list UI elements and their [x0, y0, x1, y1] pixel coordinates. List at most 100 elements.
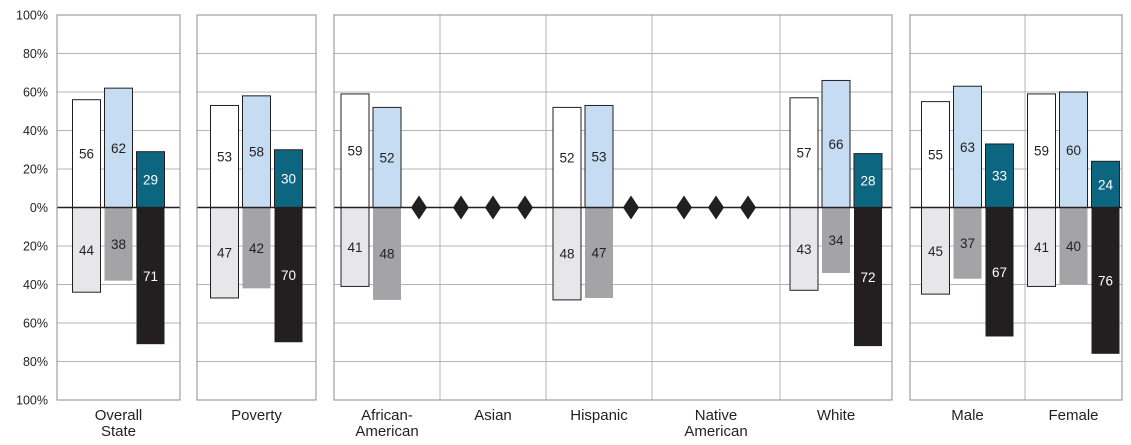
- y-tick-label: 60%: [23, 86, 48, 100]
- bar-positive: [136, 151, 165, 209]
- bar-negative: [274, 207, 303, 343]
- bar-negative: [373, 207, 401, 300]
- cat-male: 55 45 63 37 33 67: [921, 85, 1014, 337]
- cat-female: 59 41 60 40 24 76: [1027, 91, 1120, 354]
- bar-negative-label: 47: [217, 246, 232, 261]
- bar-negative-label: 37: [960, 236, 975, 251]
- bar-negative-label: 42: [249, 241, 264, 256]
- bar-negative-label: 40: [1066, 239, 1081, 254]
- x-category-label: Hispanic: [570, 407, 628, 424]
- bar-positive-label: 63: [960, 140, 975, 155]
- bar-negative-label: 71: [143, 269, 158, 284]
- y-tick-label: 60%: [23, 317, 48, 331]
- panel-frame: [56, 14, 181, 401]
- bar-positive: [340, 93, 370, 208]
- bar-negative-label: 47: [591, 246, 606, 261]
- x-category-label: Poverty: [231, 407, 282, 424]
- bar-positive-label: 53: [217, 149, 232, 164]
- bar-positive-label: 30: [281, 172, 296, 187]
- bar-positive-label: 52: [559, 150, 574, 165]
- bar-negative-label: 70: [281, 268, 296, 283]
- bar-negative: [585, 207, 613, 298]
- bar-positive-label: 28: [860, 174, 875, 189]
- y-tick-label: 100%: [16, 9, 48, 23]
- bar-positive-label: 59: [1034, 144, 1049, 159]
- bar-negative-label: 72: [860, 270, 875, 285]
- bar-negative-label: 34: [828, 233, 844, 248]
- x-category-label: Male: [951, 407, 984, 424]
- bar-positive-label: 55: [928, 148, 943, 163]
- y-tick-label: 0%: [30, 201, 48, 215]
- bar-negative: [104, 207, 133, 281]
- bar-positive-label: 60: [1066, 143, 1081, 158]
- bar-positive: [242, 95, 271, 208]
- x-category-label: Overall: [95, 407, 143, 424]
- bar-positive-label: 58: [249, 145, 264, 160]
- bar-positive: [1027, 93, 1056, 208]
- bars: 56 44 62 38 29 71 53 47 58 42 30 70 59 41 52 48 52 48 53 47…: [72, 79, 1120, 354]
- bar-negative-label: 48: [559, 247, 574, 262]
- cat-hispanic: 52 48 53 47: [552, 104, 639, 301]
- bar-positive: [789, 97, 819, 208]
- bar-negative-label: 48: [379, 247, 394, 262]
- panel-frame: [909, 14, 1123, 401]
- x-category-label: White: [817, 407, 855, 424]
- cat-african-american: 59 41 52 48: [340, 93, 427, 300]
- bar-positive-label: 33: [992, 169, 1007, 184]
- x-category-label: Native: [695, 407, 738, 424]
- x-category-label: American: [355, 423, 418, 440]
- x-category-label: American: [684, 423, 747, 440]
- bar-negative: [953, 207, 982, 279]
- y-tick-label: 40%: [23, 124, 48, 138]
- bar-positive: [372, 106, 402, 208]
- bar-positive-label: 24: [1098, 177, 1114, 192]
- y-axis-ticks: 100% 80% 60% 40% 20% 0% 20% 40% 60% 80% 100%: [16, 9, 48, 408]
- cat-white: 57 43 66 34 28 72: [789, 79, 883, 347]
- bar-negative: [1091, 207, 1120, 354]
- bar-positive-label: 57: [796, 146, 811, 161]
- bar-negative: [242, 207, 271, 289]
- y-tick-label: 20%: [23, 163, 48, 177]
- cat-overall-state: 56 44 62 38 29 71: [72, 87, 165, 345]
- bar-positive-label: 53: [591, 149, 606, 164]
- y-tick-label: 20%: [23, 240, 48, 254]
- x-category-label: African-: [361, 407, 413, 424]
- bar-negative-label: 67: [992, 265, 1007, 280]
- bar-negative: [822, 207, 850, 273]
- bar-positive-label: 59: [347, 144, 362, 159]
- panel-frames: [56, 14, 1123, 401]
- bar-positive: [1059, 91, 1088, 208]
- bar-negative-label: 41: [347, 240, 362, 255]
- bar-positive-label: 52: [379, 150, 394, 165]
- bar-negative-label: 45: [928, 244, 943, 259]
- bar-negative: [985, 207, 1014, 337]
- bar-positive-label: 62: [111, 141, 126, 156]
- y-tick-label: 40%: [23, 278, 48, 292]
- y-tick-label: 80%: [23, 355, 48, 369]
- bar-negative: [210, 207, 239, 299]
- bar-negative-label: 76: [1098, 274, 1113, 289]
- bar-negative: [136, 207, 165, 345]
- x-category-label: State: [101, 423, 136, 440]
- bar-positive: [274, 149, 303, 208]
- bar-positive: [853, 153, 883, 209]
- x-category-label: Asian: [474, 407, 512, 424]
- y-tick-label: 80%: [23, 47, 48, 61]
- bar-positive: [104, 87, 133, 208]
- bar-positive: [985, 143, 1014, 209]
- panel-frame: [333, 14, 893, 401]
- bar-negative: [854, 207, 882, 347]
- bar-positive: [921, 101, 950, 208]
- bar-negative-label: 38: [111, 237, 126, 252]
- bar-positive-label: 66: [828, 137, 843, 152]
- bar-negative: [789, 207, 819, 291]
- bar-positive-label: 56: [79, 147, 94, 162]
- bar-negative-label: 43: [796, 242, 811, 257]
- cat-poverty: 53 47 58 42 30 70: [210, 95, 303, 343]
- bar-positive: [72, 99, 101, 208]
- bar-positive: [552, 106, 582, 208]
- y-tick-label: 100%: [16, 394, 48, 408]
- panel-frame: [196, 14, 317, 401]
